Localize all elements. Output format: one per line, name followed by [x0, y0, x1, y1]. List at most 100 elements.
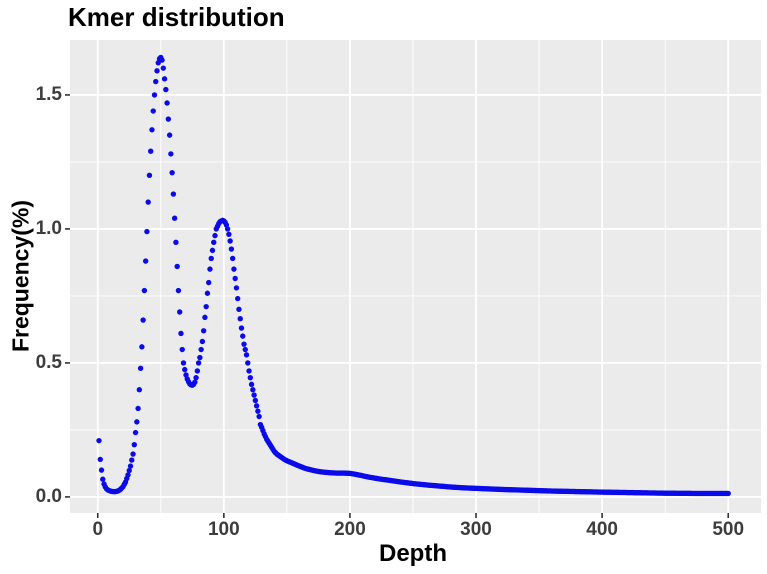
data-point [135, 405, 141, 412]
data-point [245, 360, 251, 366]
y-tick-label: 1.5 [35, 83, 62, 105]
data-point [146, 172, 153, 179]
data-point [193, 374, 199, 381]
data-point [192, 379, 198, 385]
data-point [100, 476, 106, 482]
data-point [207, 266, 213, 272]
y-tick-label: 1.0 [35, 217, 62, 239]
data-point [149, 127, 155, 133]
data-point [226, 231, 232, 237]
x-tick-label: 0 [92, 519, 104, 540]
data-point [252, 397, 259, 404]
data-point [227, 238, 233, 244]
data-point [98, 467, 105, 473]
data-point [140, 317, 146, 323]
y-axis-title: Frequency(%) [7, 199, 34, 353]
data-point [200, 328, 207, 334]
data-point [129, 457, 135, 463]
data-point [127, 463, 134, 469]
data-point [154, 68, 160, 74]
data-point [175, 287, 182, 294]
data-point [148, 148, 154, 154]
data-point [145, 199, 151, 205]
data-point [211, 239, 217, 246]
data-point [246, 368, 252, 374]
data-point [182, 366, 188, 373]
data-point [240, 333, 246, 339]
data-point [236, 306, 242, 313]
data-point [137, 365, 144, 371]
data-point [173, 239, 179, 246]
data-point [159, 57, 165, 63]
data-point [242, 346, 248, 353]
panel-background [70, 40, 761, 513]
data-point [174, 263, 180, 270]
data-point [134, 419, 140, 425]
data-point [725, 490, 731, 497]
data-point [150, 108, 156, 114]
x-tick-label: 500 [712, 519, 745, 540]
data-point [178, 330, 184, 337]
data-point [208, 255, 214, 262]
data-point [247, 374, 254, 381]
data-point [197, 354, 203, 361]
data-point [198, 346, 204, 353]
data-point [163, 86, 169, 93]
data-point [243, 352, 250, 358]
data-point [248, 381, 255, 388]
data-point [228, 246, 235, 252]
data-point [204, 290, 211, 296]
data-point [171, 215, 178, 221]
data-point [177, 309, 183, 315]
data-point [141, 287, 148, 294]
data-point [206, 279, 212, 286]
data-point [96, 437, 102, 444]
data-point [233, 285, 240, 291]
data-point [160, 65, 167, 71]
data-point [142, 258, 149, 264]
data-point [180, 360, 187, 366]
data-point [250, 387, 256, 393]
data-point [97, 456, 103, 463]
data-point [238, 325, 245, 331]
y-tick-label: 0.0 [35, 485, 62, 507]
data-point [139, 344, 145, 350]
data-point [126, 467, 132, 474]
x-axis-title: Depth [379, 540, 447, 567]
data-point [144, 228, 150, 235]
data-point [136, 387, 143, 393]
data-point [209, 247, 216, 254]
data-point [132, 429, 139, 436]
data-point [235, 295, 241, 302]
data-point [179, 346, 185, 353]
data-point [224, 226, 231, 232]
data-point [231, 266, 237, 272]
x-tick-label: 300 [460, 519, 492, 540]
data-point [237, 316, 243, 322]
data-point [256, 413, 262, 420]
data-point [168, 151, 174, 157]
data-point [202, 314, 208, 321]
data-point [161, 76, 168, 82]
data-point [253, 403, 260, 409]
data-point [170, 191, 177, 197]
x-tick-label: 400 [586, 519, 618, 540]
data-point [195, 360, 202, 366]
y-tick-label: 0.5 [35, 351, 62, 373]
data-point [165, 116, 172, 122]
data-point [166, 132, 173, 138]
data-point [194, 368, 201, 374]
chart-title: Kmer distribution [68, 2, 285, 32]
data-point [232, 275, 238, 282]
data-point [151, 92, 158, 98]
data-point [255, 408, 261, 414]
data-point [241, 341, 247, 347]
data-point [229, 255, 236, 262]
x-tick-label: 200 [334, 519, 366, 540]
data-point [203, 303, 209, 310]
x-tick-label: 100 [207, 519, 240, 540]
data-point [125, 472, 131, 478]
data-point [153, 78, 159, 85]
data-point [169, 169, 175, 176]
data-point [212, 232, 218, 239]
